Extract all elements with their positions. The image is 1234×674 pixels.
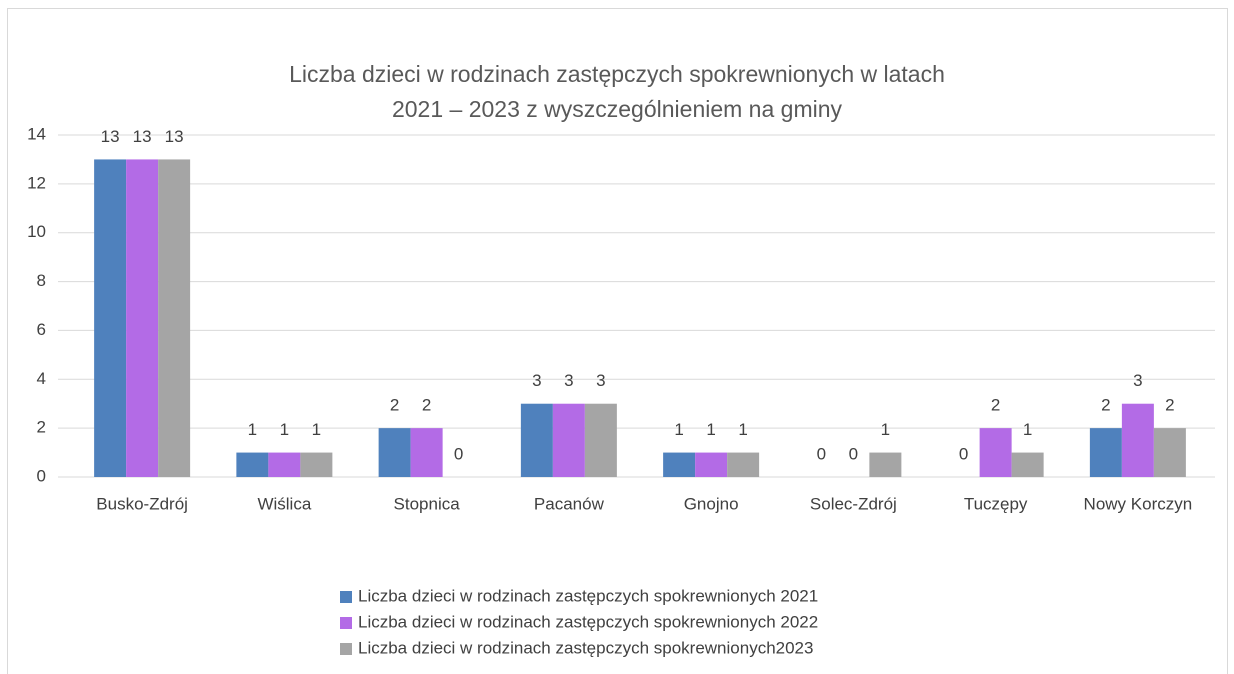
data-label: 3 bbox=[596, 371, 605, 390]
chart-border bbox=[7, 8, 1228, 674]
bar bbox=[378, 428, 411, 477]
data-label: 13 bbox=[101, 127, 120, 146]
bar bbox=[584, 403, 617, 477]
bar bbox=[94, 159, 127, 477]
data-label: 0 bbox=[817, 444, 826, 463]
x-tick-label: Busko-Zdrój bbox=[96, 494, 188, 513]
x-tick-label: Wiślica bbox=[257, 494, 311, 513]
data-label: 13 bbox=[133, 127, 152, 146]
data-label: 0 bbox=[454, 444, 463, 463]
bar bbox=[1121, 403, 1154, 477]
legend-swatch bbox=[340, 643, 352, 655]
data-label: 2 bbox=[422, 396, 431, 415]
legend-label: Liczba dzieci w rodzinach zastępczych sp… bbox=[358, 638, 813, 657]
data-label: 1 bbox=[1023, 420, 1032, 439]
data-label: 1 bbox=[881, 420, 890, 439]
data-label: 1 bbox=[706, 420, 715, 439]
y-tick-label: 8 bbox=[37, 271, 46, 290]
legend-swatch bbox=[340, 617, 352, 629]
data-label: 2 bbox=[1101, 396, 1110, 415]
y-tick-label: 2 bbox=[37, 418, 46, 437]
data-label: 0 bbox=[959, 444, 968, 463]
data-label: 1 bbox=[738, 420, 747, 439]
bar bbox=[236, 452, 269, 477]
data-label: 0 bbox=[849, 444, 858, 463]
data-label: 1 bbox=[248, 420, 257, 439]
bar bbox=[727, 452, 760, 477]
y-tick-label: 4 bbox=[37, 369, 46, 388]
data-label: 1 bbox=[312, 420, 321, 439]
x-tick-label: Pacanów bbox=[534, 494, 605, 513]
y-tick-label: 6 bbox=[37, 320, 46, 339]
bar bbox=[1153, 428, 1186, 477]
data-label: 3 bbox=[564, 371, 573, 390]
x-tick-label: Stopnica bbox=[394, 494, 461, 513]
y-tick-label: 12 bbox=[27, 173, 46, 192]
bar bbox=[300, 452, 333, 477]
bar bbox=[126, 159, 159, 477]
data-label: 2 bbox=[991, 396, 1000, 415]
bar bbox=[1011, 452, 1044, 477]
data-label: 2 bbox=[390, 396, 399, 415]
bar bbox=[552, 403, 585, 477]
bar bbox=[663, 452, 696, 477]
chart-title: Liczba dzieci w rodzinach zastępczych sp… bbox=[289, 61, 945, 87]
y-tick-label: 10 bbox=[27, 222, 46, 241]
bar bbox=[158, 159, 191, 477]
data-label: 13 bbox=[165, 127, 184, 146]
data-label: 1 bbox=[280, 420, 289, 439]
legend-swatch bbox=[340, 591, 352, 603]
data-label: 2 bbox=[1165, 396, 1174, 415]
bar bbox=[520, 403, 553, 477]
legend-label: Liczba dzieci w rodzinach zastępczych sp… bbox=[358, 586, 818, 605]
bar bbox=[695, 452, 728, 477]
data-label: 1 bbox=[674, 420, 683, 439]
y-tick-label: 0 bbox=[37, 466, 46, 485]
bar bbox=[869, 452, 902, 477]
x-tick-label: Gnojno bbox=[684, 494, 739, 513]
bar bbox=[1089, 428, 1122, 477]
bar bbox=[979, 428, 1012, 477]
x-tick-label: Tuczępy bbox=[964, 494, 1028, 513]
legend-label: Liczba dzieci w rodzinach zastępczych sp… bbox=[358, 612, 818, 631]
x-tick-label: Nowy Korczyn bbox=[1084, 494, 1193, 513]
bar bbox=[410, 428, 443, 477]
data-label: 3 bbox=[1133, 371, 1142, 390]
chart-title: 2021 – 2023 z wyszczególnieniem na gminy bbox=[392, 96, 843, 122]
x-tick-label: Solec-Zdrój bbox=[810, 494, 897, 513]
data-label: 3 bbox=[532, 371, 541, 390]
y-tick-label: 14 bbox=[27, 124, 46, 143]
bar bbox=[268, 452, 301, 477]
